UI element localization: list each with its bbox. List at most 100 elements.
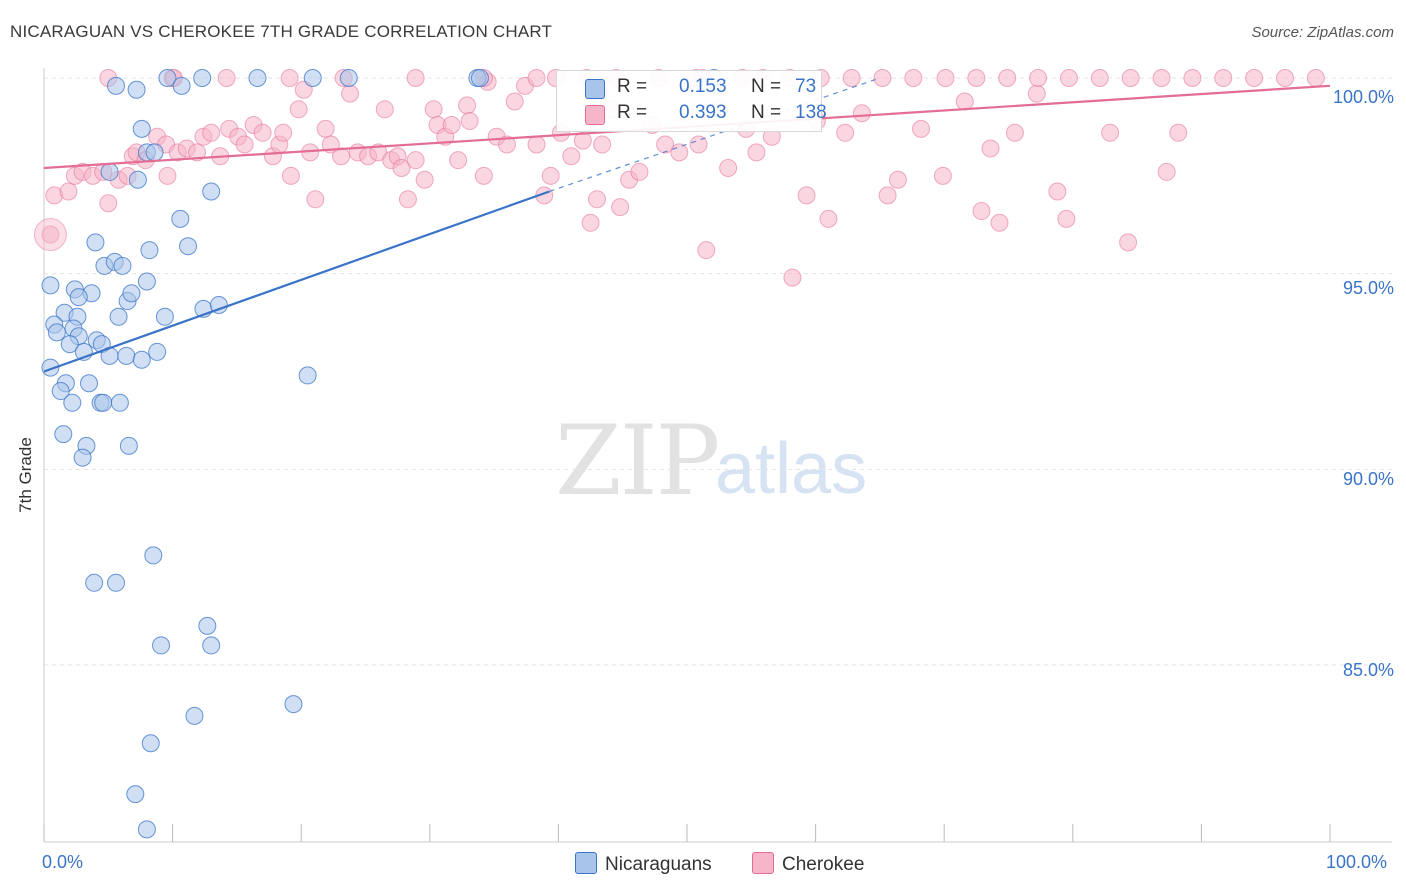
cherokee-point [656, 135, 675, 154]
cherokee-point [747, 143, 766, 162]
nicaraguan-point [47, 323, 66, 342]
cherokee-point [33, 218, 67, 252]
nicaraguan-point [132, 350, 151, 369]
nicaraguan-points [41, 69, 724, 839]
cherokee-point [202, 123, 221, 142]
nicaraguan-point [63, 393, 82, 412]
cherokee-point [158, 166, 177, 185]
cherokee-point [188, 143, 207, 162]
cherokee-point [341, 84, 360, 103]
nicaraguan-point [148, 342, 167, 361]
cherokee-point [933, 166, 952, 185]
cherokee-point [797, 186, 816, 205]
cherokee-point [1183, 69, 1202, 87]
legend-swatch-blue [585, 79, 605, 99]
cherokee-point [1275, 69, 1294, 87]
cherokee-point [1048, 182, 1067, 201]
nicaraguan-point [127, 80, 146, 99]
cherokee-point [573, 131, 592, 150]
cherokee-point [217, 69, 236, 87]
nicaraguan-point [51, 382, 70, 401]
cherokee-point [527, 69, 546, 87]
nicaraguan-point [198, 616, 217, 635]
nicaraguan-point [69, 288, 88, 307]
nicaraguan-point [172, 76, 191, 95]
cherokee-point [281, 166, 300, 185]
cherokee-point [842, 69, 861, 87]
cherokee-point [460, 112, 479, 131]
nicaraguan-point [73, 448, 92, 467]
cherokee-point [235, 135, 254, 154]
nicaraguan-point [470, 69, 489, 87]
legend-n-label: N = [751, 76, 782, 97]
x-tick-label: 100.0% [1326, 852, 1388, 872]
legend-swatch-pink [752, 852, 774, 874]
cherokee-point [990, 213, 1009, 232]
cherokee-point [1059, 69, 1078, 87]
y-tick-label: 100.0% [1332, 87, 1394, 107]
nicaraguan-point [185, 706, 204, 725]
cherokee-point [562, 147, 581, 166]
cherokee-point [904, 69, 923, 87]
cherokee-point [253, 123, 272, 142]
legend-n-label: N = [751, 102, 782, 123]
nicaraguan-point [113, 256, 132, 275]
cherokee-point [697, 241, 716, 260]
cherokee-point [972, 202, 991, 221]
legend-item-nicaraguans: Nicaraguans [575, 852, 712, 876]
cherokee-point [406, 151, 425, 170]
cherokee-point [424, 100, 443, 119]
cherokee-point [670, 143, 689, 162]
legend-label-nicaraguans: Nicaraguans [605, 854, 712, 875]
cherokee-point [398, 190, 417, 209]
nicaraguan-point [141, 734, 160, 753]
legend-item-cherokee: Cherokee [752, 852, 864, 876]
nicaraguan-point [171, 209, 190, 228]
cherokee-point [873, 69, 892, 87]
grid-lines [44, 77, 1392, 666]
nicaraguan-point [117, 346, 136, 365]
nicaraguan-point [80, 374, 99, 393]
cherokee-point [1101, 123, 1120, 142]
cherokee-point [449, 151, 468, 170]
nicaraguan-point [339, 69, 358, 87]
nicaraguan-point [158, 69, 177, 87]
y-axis-label: 7th Grade [16, 437, 35, 513]
cherokee-point [497, 135, 516, 154]
cherokee-point [852, 104, 871, 123]
nicaraguan-point [155, 307, 174, 326]
nicaraguan-point [202, 636, 221, 655]
nicaraguan-trend-extension [549, 77, 881, 193]
nicaraguan-point [132, 119, 151, 138]
nicaraguan-point [248, 69, 267, 87]
cherokee-point [1119, 233, 1138, 252]
cherokee-point [955, 92, 974, 111]
cherokee-point [1029, 69, 1048, 87]
legend-swatch-blue [575, 852, 597, 874]
cherokee-point [967, 69, 986, 87]
cherokee-point [1152, 69, 1171, 87]
nicaraguan-point [86, 233, 105, 252]
legend-r-label: R = [617, 102, 648, 123]
nicaraguan-point [202, 182, 221, 201]
nicaraguan-point [54, 425, 73, 444]
y-tick-label: 90.0% [1342, 469, 1394, 489]
nicaraguan-point [193, 69, 212, 87]
cherokee-point [1027, 84, 1046, 103]
cherokee-point [1057, 209, 1076, 228]
axes [43, 68, 1392, 843]
legend-r-label: R = [617, 76, 648, 97]
y-tick-label: 95.0% [1342, 278, 1394, 298]
cherokee-point [474, 166, 493, 185]
cherokee-point [1245, 69, 1264, 87]
cherokee-point [59, 182, 78, 201]
cherokee-point [1005, 123, 1024, 142]
legend-r-value: 0.153 [679, 76, 727, 97]
cherokee-point [306, 190, 325, 209]
nicaraguan-point [107, 573, 126, 592]
cherokee-point [1169, 123, 1188, 142]
legend-swatch-pink [585, 105, 605, 125]
cherokee-point [611, 198, 630, 217]
chart-source: Source: ZipAtlas.com [1251, 24, 1394, 41]
cherokee-point [888, 170, 907, 189]
